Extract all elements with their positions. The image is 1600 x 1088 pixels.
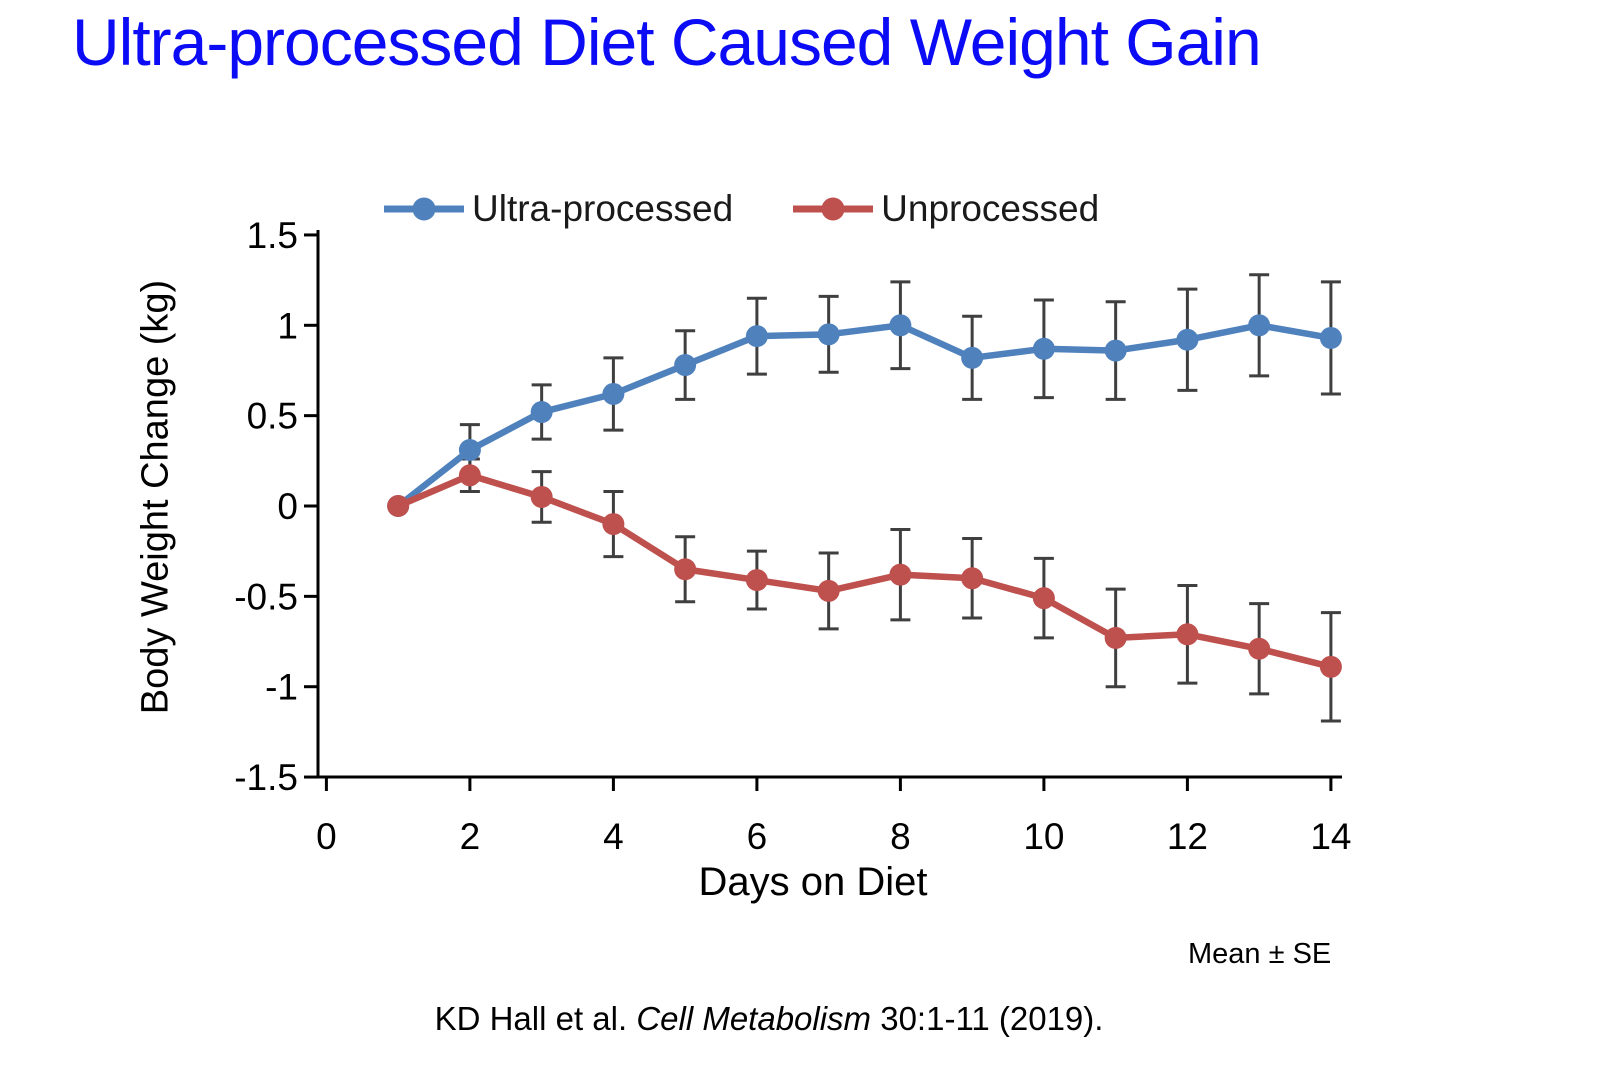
data-point-unprocessed-day-13	[1248, 637, 1271, 660]
data-point-ultra-processed-day-8	[889, 314, 912, 337]
legend-item-unprocessed: Unprocessed	[791, 188, 1099, 230]
data-point-unprocessed-day-2	[458, 464, 481, 487]
data-point-unprocessed-day-7	[817, 579, 840, 602]
error-note: Mean ± SE	[1188, 938, 1332, 970]
citation-suffix: 30:1-11 (2019).	[871, 1000, 1104, 1037]
page-title: Ultra-processed Diet Caused Weight Gain	[72, 5, 1262, 79]
y-tick-label: -0.5	[234, 576, 298, 617]
x-tick-label: 0	[316, 816, 337, 857]
x-tick-label: 6	[747, 816, 768, 857]
data-point-ultra-processed-day-9	[961, 346, 984, 369]
legend-item-ultra-processed: Ultra-processed	[382, 188, 733, 230]
data-point-unprocessed-day-4	[602, 513, 625, 536]
data-point-unprocessed-day-12	[1176, 623, 1199, 646]
y-tick-label: -1	[265, 667, 298, 708]
y-tick-label: 0	[277, 486, 298, 527]
legend-marker-ultra-processed-icon	[384, 197, 464, 221]
data-point-unprocessed-day-11	[1104, 626, 1127, 649]
data-point-unprocessed-day-8	[889, 563, 912, 586]
legend-marker-unprocessed-icon	[793, 197, 874, 221]
data-point-unprocessed-day-1	[387, 495, 410, 517]
data-point-ultra-processed-day-4	[602, 382, 625, 405]
y-tick-label: 0.5	[247, 396, 298, 437]
x-tick-label: 14	[1310, 816, 1351, 857]
data-point-unprocessed-day-3	[530, 485, 553, 508]
data-point-ultra-processed-day-7	[817, 323, 840, 346]
y-tick-label: 1.5	[247, 215, 298, 256]
x-tick-label: 8	[890, 816, 911, 857]
data-point-unprocessed-day-6	[745, 569, 768, 592]
x-tick-label: 2	[460, 816, 481, 857]
data-point-unprocessed-day-10	[1032, 587, 1055, 610]
data-point-ultra-processed-day-6	[745, 325, 768, 348]
citation: KD Hall et al. Cell Metabolism 30:1-11 (…	[435, 1000, 1104, 1038]
data-point-ultra-processed-day-14	[1319, 326, 1342, 349]
data-point-ultra-processed-day-10	[1032, 337, 1055, 360]
data-point-ultra-processed-day-11	[1104, 339, 1127, 362]
data-point-ultra-processed-day-2	[458, 438, 481, 461]
citation-prefix: KD Hall et al.	[434, 1000, 637, 1037]
data-point-unprocessed-day-5	[674, 558, 697, 581]
data-point-unprocessed-day-14	[1319, 655, 1342, 678]
chart-legend: Ultra-processed Unprocessed	[382, 188, 1099, 230]
data-point-ultra-processed-day-3	[530, 401, 553, 424]
x-tick-label: 12	[1167, 816, 1208, 857]
data-point-ultra-processed-day-13	[1248, 314, 1271, 337]
legend-label-unprocessed: Unprocessed	[881, 188, 1100, 229]
legend-label-ultra-processed: Ultra-processed	[472, 188, 734, 229]
x-tick-label: 4	[603, 816, 624, 857]
series-line-ultra-processed	[394, 322, 1335, 510]
data-point-ultra-processed-day-5	[674, 354, 697, 377]
y-tick-label: -1.5	[234, 757, 298, 798]
y-tick-label: 1	[277, 305, 298, 346]
x-tick-label: 10	[1023, 816, 1064, 857]
data-point-unprocessed-day-9	[961, 567, 984, 590]
x-axis-title: Days on Diet	[698, 860, 928, 904]
citation-journal: Cell Metabolism	[636, 1000, 872, 1037]
y-axis-title: Body Weight Change (kg)	[134, 279, 177, 715]
data-point-ultra-processed-day-12	[1176, 328, 1199, 351]
series-line-unprocessed	[394, 472, 1335, 671]
